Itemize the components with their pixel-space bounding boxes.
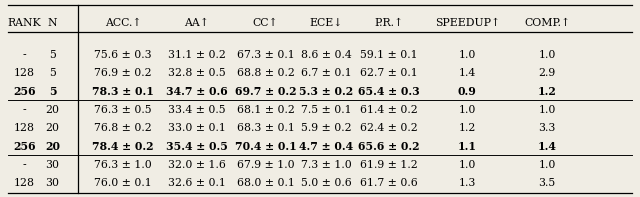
- Text: 34.7 ± 0.6: 34.7 ± 0.6: [166, 86, 227, 97]
- Text: 1.3: 1.3: [458, 178, 476, 188]
- Text: 33.0 ± 0.1: 33.0 ± 0.1: [168, 124, 225, 133]
- Text: COMP.↑: COMP.↑: [524, 18, 570, 28]
- Text: 65.6 ± 0.2: 65.6 ± 0.2: [358, 141, 420, 152]
- Text: 1.1: 1.1: [458, 196, 477, 197]
- Text: 5.3 ± 0.2: 5.3 ± 0.2: [300, 86, 353, 97]
- Text: 1.2: 1.2: [458, 124, 476, 133]
- Text: 1.0: 1.0: [458, 50, 476, 60]
- Text: AA↑: AA↑: [184, 18, 209, 28]
- Text: 1.4: 1.4: [538, 141, 557, 152]
- Text: 256: 256: [13, 141, 36, 152]
- Text: -: -: [22, 105, 26, 115]
- Text: 78.3 ± 0.1: 78.3 ± 0.1: [92, 86, 154, 97]
- Text: 68.1 ± 0.2: 68.1 ± 0.2: [237, 105, 294, 115]
- Text: 59.1 ± 0.1: 59.1 ± 0.1: [360, 50, 418, 60]
- Text: 77.9 ± 0.1: 77.9 ± 0.1: [92, 196, 154, 197]
- Text: 5.9 ± 0.2: 5.9 ± 0.2: [301, 124, 352, 133]
- Text: RANK: RANK: [8, 18, 41, 28]
- Text: 32.6 ± 0.1: 32.6 ± 0.1: [168, 178, 225, 188]
- Text: 1.0: 1.0: [538, 105, 556, 115]
- Text: 2.9: 2.9: [539, 69, 556, 78]
- Text: 7.3 ± 1.0: 7.3 ± 1.0: [301, 160, 352, 170]
- Text: 4.7 ± 0.4: 4.7 ± 0.4: [300, 141, 353, 152]
- Text: 30: 30: [45, 178, 60, 188]
- Text: 256: 256: [13, 196, 36, 197]
- Text: 76.0 ± 0.1: 76.0 ± 0.1: [94, 178, 152, 188]
- Text: 1.1: 1.1: [458, 141, 477, 152]
- Text: 61.4 ± 0.2: 61.4 ± 0.2: [360, 105, 418, 115]
- Text: 70.4 ± 0.1: 70.4 ± 0.1: [235, 141, 296, 152]
- Text: 68.8 ± 0.2: 68.8 ± 0.2: [237, 69, 294, 78]
- Text: 128: 128: [14, 124, 35, 133]
- Text: 68.0 ± 0.1: 68.0 ± 0.1: [237, 178, 294, 188]
- Text: 69.7 ± 0.2: 69.7 ± 0.2: [235, 86, 296, 97]
- Text: 128: 128: [14, 178, 35, 188]
- Text: 4.8 ± 0.1: 4.8 ± 0.1: [300, 196, 353, 197]
- Text: SPEEDUP↑: SPEEDUP↑: [435, 18, 500, 28]
- Text: 61.9 ± 1.2: 61.9 ± 1.2: [360, 160, 418, 170]
- Text: 0.9: 0.9: [458, 86, 477, 97]
- Text: 34.7 ± 0.3: 34.7 ± 0.3: [166, 196, 227, 197]
- Text: 32.8 ± 0.5: 32.8 ± 0.5: [168, 69, 225, 78]
- Text: 1.0: 1.0: [538, 160, 556, 170]
- Text: 35.4 ± 0.5: 35.4 ± 0.5: [166, 141, 227, 152]
- Text: 30: 30: [45, 196, 60, 197]
- Text: 30: 30: [45, 160, 60, 170]
- Text: CC↑: CC↑: [253, 18, 278, 28]
- Text: -: -: [22, 160, 26, 170]
- Text: -: -: [22, 50, 26, 60]
- Text: 256: 256: [13, 86, 36, 97]
- Text: 76.9 ± 0.2: 76.9 ± 0.2: [94, 69, 152, 78]
- Text: 67.3 ± 0.1: 67.3 ± 0.1: [237, 50, 294, 60]
- Text: 64.8 ± 0.2: 64.8 ± 0.2: [358, 196, 420, 197]
- Text: 1.0: 1.0: [458, 160, 476, 170]
- Text: 67.9 ± 1.0: 67.9 ± 1.0: [237, 160, 294, 170]
- Text: 68.3 ± 0.1: 68.3 ± 0.1: [237, 124, 294, 133]
- Text: 20: 20: [45, 124, 60, 133]
- Text: 75.6 ± 0.3: 75.6 ± 0.3: [94, 50, 152, 60]
- Text: 69.7 ± 0.3: 69.7 ± 0.3: [235, 196, 296, 197]
- Text: 76.3 ± 0.5: 76.3 ± 0.5: [94, 105, 152, 115]
- Text: ECE↓: ECE↓: [310, 18, 343, 28]
- Text: 31.1 ± 0.2: 31.1 ± 0.2: [168, 50, 225, 60]
- Text: 5: 5: [49, 69, 56, 78]
- Text: 20: 20: [45, 105, 60, 115]
- Text: 5: 5: [49, 50, 56, 60]
- Text: 6.7 ± 0.1: 6.7 ± 0.1: [301, 69, 352, 78]
- Text: P.R.↑: P.R.↑: [374, 18, 404, 28]
- Text: 65.4 ± 0.3: 65.4 ± 0.3: [358, 86, 420, 97]
- Text: 1.4: 1.4: [459, 69, 476, 78]
- Text: 3.5: 3.5: [539, 178, 556, 188]
- Text: ACC.↑: ACC.↑: [104, 18, 141, 28]
- Text: 7.5 ± 0.1: 7.5 ± 0.1: [301, 105, 352, 115]
- Text: 1.0: 1.0: [458, 105, 476, 115]
- Text: 78.4 ± 0.2: 78.4 ± 0.2: [92, 141, 154, 152]
- Text: 76.8 ± 0.2: 76.8 ± 0.2: [94, 124, 152, 133]
- Text: 20: 20: [45, 141, 60, 152]
- Text: 76.3 ± 1.0: 76.3 ± 1.0: [94, 160, 152, 170]
- Text: 61.7 ± 0.6: 61.7 ± 0.6: [360, 178, 418, 188]
- Text: 5.0 ± 0.6: 5.0 ± 0.6: [301, 178, 352, 188]
- Text: 5: 5: [49, 86, 56, 97]
- Text: 1.0: 1.0: [538, 50, 556, 60]
- Text: N: N: [48, 18, 57, 28]
- Text: 32.0 ± 1.6: 32.0 ± 1.6: [168, 160, 225, 170]
- Text: 62.4 ± 0.2: 62.4 ± 0.2: [360, 124, 418, 133]
- Text: 62.7 ± 0.1: 62.7 ± 0.1: [360, 69, 418, 78]
- Text: 128: 128: [14, 69, 35, 78]
- Text: 3.3: 3.3: [538, 124, 556, 133]
- Text: 1.5: 1.5: [538, 196, 557, 197]
- Text: 1.2: 1.2: [538, 86, 557, 97]
- Text: 33.4 ± 0.5: 33.4 ± 0.5: [168, 105, 225, 115]
- Text: 8.6 ± 0.4: 8.6 ± 0.4: [301, 50, 352, 60]
